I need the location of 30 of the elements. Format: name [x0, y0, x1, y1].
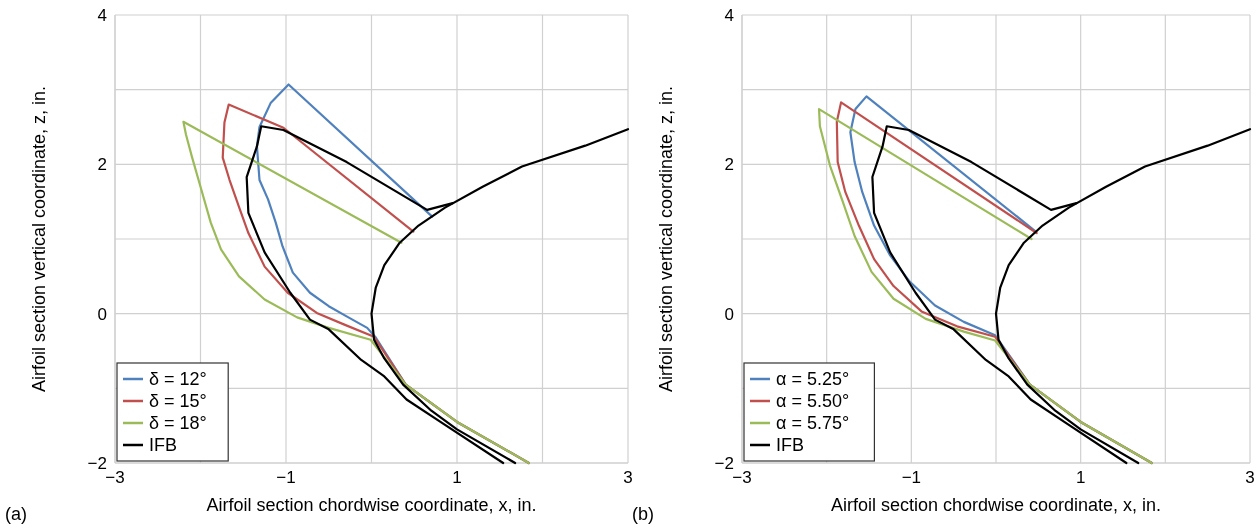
legend-label: δ = 18° — [149, 413, 207, 434]
x-tick-label: −3 — [105, 468, 125, 487]
y-tick-label: −2 — [87, 453, 107, 473]
legend-label: δ = 12° — [149, 369, 207, 390]
x-tick-label: 1 — [1075, 468, 1086, 487]
y-tick-label: 2 — [724, 155, 734, 175]
legend-label: α = 5.75° — [776, 413, 850, 434]
legend-label: α = 5.25° — [776, 369, 850, 390]
legend-label: IFB — [149, 435, 178, 456]
y-tick-label: 0 — [97, 304, 107, 324]
x-tick-label: −1 — [276, 468, 296, 487]
x-tick-label: 1 — [452, 468, 462, 487]
y-tick-label: 2 — [97, 155, 107, 175]
x-tick-label: −1 — [901, 468, 922, 487]
x-axis-title: Airfoil section chordwise coordinate, x, in. — [206, 495, 537, 515]
x-tick-label: 3 — [623, 468, 633, 487]
legend-label: α = 5.50° — [776, 391, 850, 412]
y-tick-label: 0 — [724, 304, 734, 324]
y-axis-title: Airfoil section vertical coordinate, z, in. — [29, 85, 49, 393]
y-tick-label: 4 — [97, 5, 107, 25]
y-tick-label: 4 — [724, 5, 734, 25]
legend-label: δ = 15° — [149, 391, 207, 412]
y-axis-title: Airfoil section vertical coordinate, z, in. — [656, 85, 676, 393]
x-axis-title: Airfoil section chordwise coordinate, x, in. — [830, 495, 1162, 515]
legend-label: IFB — [776, 435, 805, 456]
text: (a) — [5, 504, 27, 524]
text: (b) — [632, 504, 654, 524]
x-tick-label: 3 — [1245, 468, 1255, 487]
y-tick-label: −2 — [714, 453, 734, 473]
x-tick-label: −3 — [732, 468, 752, 487]
